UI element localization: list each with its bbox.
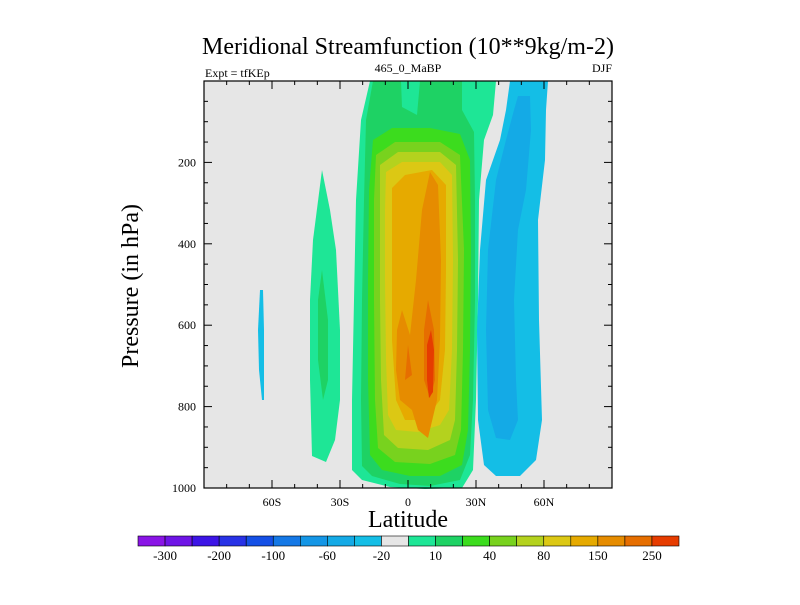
- y-tick-label: 600: [178, 318, 196, 332]
- colorbar-label: 250: [642, 548, 662, 563]
- x-tick-label: 60S: [263, 495, 282, 509]
- colorbar-swatch: [651, 535, 680, 547]
- colorbar-label: -60: [319, 548, 336, 563]
- chart-title: Meridional Streamfunction (10**9kg/m-2): [202, 34, 614, 60]
- colorbar-swatch: [272, 535, 301, 547]
- colorbar-swatch: [462, 535, 490, 547]
- y-tick-label: 1000: [172, 481, 196, 495]
- colorbar-swatch: [327, 535, 355, 547]
- x-tick-label: 30S: [331, 495, 350, 509]
- y-tick-label: 800: [178, 400, 196, 414]
- y-tick-label: 200: [178, 155, 196, 169]
- colorbar-swatch: [408, 535, 436, 547]
- colorbar-swatch: [354, 535, 382, 547]
- colorbar-label: 40: [483, 548, 496, 563]
- contour-hadley-300: [427, 330, 434, 398]
- y-tick-labels: 200 400 600 800 1000: [172, 155, 196, 495]
- y-axis-label: Pressure (in hPa): [118, 204, 144, 368]
- colorbar-label: -200: [207, 548, 231, 563]
- contour-ferrel-north-20: [486, 96, 531, 440]
- colorbar-swatch: [218, 535, 247, 547]
- colorbar-swatch: [435, 535, 463, 547]
- colorbar-swatch: [299, 535, 328, 547]
- experiment-label: Expt = tfKEp: [205, 66, 270, 80]
- contour-layer: [258, 81, 548, 489]
- season-label: DJF: [592, 61, 612, 75]
- colorbar-swatch: [516, 535, 545, 547]
- colorbar-label: 80: [537, 548, 550, 563]
- x-tick-labels: 60S 30S 0 30N 60N: [263, 495, 555, 509]
- colorbar: [137, 535, 680, 547]
- contour-ferrel-south-20: [318, 270, 328, 400]
- x-axis-label: Latitude: [368, 507, 448, 533]
- colorbar-swatch: [543, 535, 572, 547]
- colorbar-label: -100: [261, 548, 285, 563]
- colorbar-swatch: [164, 535, 193, 547]
- colorbar-swatch: [570, 535, 599, 547]
- colorbar-swatch: [381, 535, 409, 547]
- y-tick-label: 400: [178, 237, 196, 251]
- colorbar-labels: -300 -200 -100 -60 -20 10 40 80 150 250: [153, 548, 662, 563]
- x-tick-label: 0: [405, 495, 411, 509]
- contour-neg-sliver: [258, 290, 264, 400]
- colorbar-label: 150: [588, 548, 608, 563]
- axis-ticks: [204, 81, 612, 488]
- colorbar-swatch: [624, 535, 653, 547]
- case-label: 465_0_MaBP: [375, 61, 442, 75]
- x-tick-label: 30N: [466, 495, 487, 509]
- colorbar-swatch: [191, 535, 220, 547]
- x-tick-label: 60N: [534, 495, 555, 509]
- colorbar-swatch: [137, 535, 166, 547]
- colorbar-swatch: [245, 535, 274, 547]
- colorbar-label: -20: [373, 548, 390, 563]
- colorbar-swatch: [597, 535, 626, 547]
- colorbar-swatch: [489, 535, 517, 547]
- colorbar-label: 10: [429, 548, 442, 563]
- colorbar-label: -300: [153, 548, 177, 563]
